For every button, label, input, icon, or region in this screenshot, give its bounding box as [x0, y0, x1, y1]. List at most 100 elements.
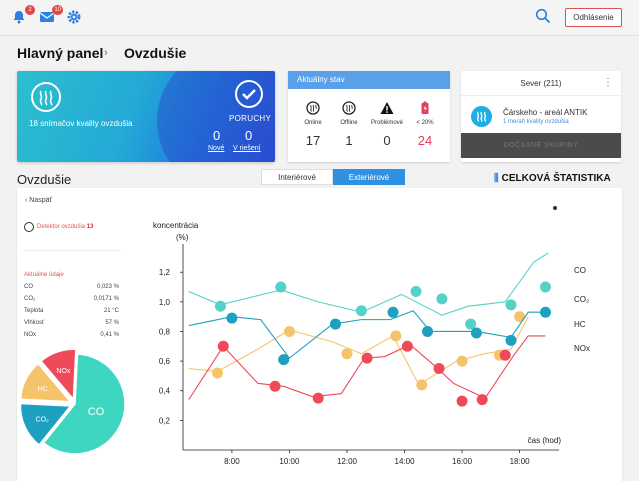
detail-panel: ‹ Naspäť Detektor ovzdušia 13 Aktuálne ú… [17, 188, 622, 481]
new-failures-count: 0 [213, 128, 221, 143]
data-point [361, 352, 373, 364]
data-point [470, 327, 482, 339]
new-failures-link[interactable]: Nové [208, 145, 225, 152]
failures-title: PORUCHY [229, 114, 272, 123]
current-status-title: Aktuálny stav [288, 71, 450, 89]
section-title: Ovzdušie [17, 172, 72, 187]
data-point [217, 340, 229, 352]
y-tick-label: 1,2 [159, 268, 171, 277]
data-point [329, 318, 341, 330]
region-title: Sever (211) [461, 71, 621, 96]
data-point [410, 285, 422, 297]
checkmark-icon [235, 80, 263, 108]
divider [22, 250, 122, 251]
x-tick-label: 10:00 [279, 457, 300, 466]
total-statistics-link[interactable]: ⫼ CELKOVÁ ŠTATISTIKA [494, 173, 611, 184]
mail-badge: 10 [52, 5, 63, 15]
sensor-online-icon [306, 101, 320, 115]
mail-icon[interactable]: 10 [39, 5, 63, 27]
x-axis-label: čas (hod) [528, 436, 562, 445]
breadcrumb-root[interactable]: Hlavný panel [17, 45, 104, 61]
data-point [499, 349, 511, 361]
x-tick-label: 14:00 [395, 457, 416, 466]
logout-button[interactable]: Odhlásenie [565, 8, 622, 27]
data-point [436, 293, 448, 305]
y-tick-label: 0,8 [159, 327, 171, 336]
back-link[interactable]: ‹ Naspäť [25, 197, 53, 204]
data-point [283, 325, 295, 337]
data-point [476, 394, 488, 406]
pie-slice-3 [39, 348, 77, 402]
solving-failures-count: 0 [245, 128, 253, 143]
legend-label: CO₂ [574, 295, 589, 304]
reading-row: Vlhkosť 57 % [24, 320, 119, 326]
pie-slice-1 [19, 402, 72, 447]
data-point [456, 395, 468, 407]
current-data-title: Aktuálne údaje [24, 272, 64, 278]
solving-failures-link[interactable]: V riešení [233, 145, 261, 152]
search-icon[interactable] [535, 8, 551, 24]
series-line-1 [188, 316, 529, 386]
current-status-card: Aktuálny stav Online 17 Offline 1 Problé… [288, 71, 450, 162]
status-online[interactable]: Online 17 [293, 101, 333, 148]
pie-slice-2 [19, 362, 73, 403]
data-point [226, 312, 238, 324]
status-offline-value: 1 [345, 133, 353, 148]
pie-label: NOx [56, 368, 71, 375]
tab-interior[interactable]: Interiérové [261, 169, 333, 185]
pie-label: CO [88, 406, 105, 418]
temporary-groups-button[interactable]: DOČASNÉ SKUPINY [461, 133, 621, 158]
more-options-icon[interactable]: ⋮ [603, 77, 613, 88]
reading-row: Teplota 21 °C [24, 308, 119, 314]
location-title[interactable]: Čárskeho - areál ANTIK [503, 108, 588, 117]
data-point [401, 340, 413, 352]
series-line-3 [188, 335, 546, 400]
sensor-location-icon [471, 106, 492, 127]
location-subtitle: 1 meraň kvality ovzdušia [503, 119, 569, 125]
data-point [214, 300, 226, 312]
detector-number: 13 [86, 224, 94, 230]
x-tick-label: 18:00 [510, 457, 531, 466]
top-bar: 2 10 Odhlásenie [0, 0, 639, 36]
x-tick-label: 12:00 [337, 457, 358, 466]
data-point [539, 281, 551, 293]
data-point [341, 348, 353, 360]
back-label: Naspäť [29, 197, 53, 204]
y-tick-label: 0,4 [159, 387, 171, 396]
detector-label: Detektor ovzdušia 13 [37, 224, 94, 230]
reading-row: NOx 0,41 % [24, 332, 119, 338]
data-point [312, 392, 324, 404]
y-axis-label: koncentrácia [153, 221, 199, 230]
status-problem-label: Problémové [370, 120, 403, 126]
page-title: Ovzdušie [124, 45, 187, 61]
data-point [505, 299, 517, 311]
data-point [390, 330, 402, 342]
status-low-battery-label: < 20% [416, 120, 434, 126]
data-point [355, 305, 367, 317]
detector-icon [24, 222, 34, 232]
composition-pie-chart: CO CO₂ HC NOx [19, 348, 126, 455]
notifications-bell-icon[interactable]: 2 [11, 5, 35, 27]
status-low-battery-value: 24 [417, 133, 433, 148]
status-low-battery[interactable]: < 20% 24 [405, 101, 445, 148]
data-point [269, 380, 281, 392]
status-problem-value: 0 [383, 133, 391, 148]
legend-label: NOx [574, 344, 590, 353]
x-tick-label: 8:00 [224, 457, 240, 466]
status-problem[interactable]: Problémové 0 [367, 101, 407, 148]
tab-exterior[interactable]: Exteriérové [333, 169, 405, 185]
data-point [465, 318, 477, 330]
sensors-count-text: 18 snímačov kvality ovzdušia [29, 119, 133, 128]
y-tick-label: 0,2 [159, 416, 171, 425]
status-offline[interactable]: Offline 1 [329, 101, 369, 148]
reading-row: CO 0,023 % [24, 284, 119, 290]
sensor-offline-icon [342, 101, 356, 115]
status-online-value: 17 [305, 133, 321, 148]
reading-row: CO₂ 0,0171 % [24, 296, 119, 302]
data-point [539, 306, 551, 318]
y-axis-unit: (%) [176, 233, 189, 242]
settings-gear-icon[interactable] [66, 9, 84, 27]
notifications-badge: 2 [25, 5, 35, 15]
pie-slice-0 [42, 353, 126, 455]
x-tick-label: 16:00 [452, 457, 473, 466]
